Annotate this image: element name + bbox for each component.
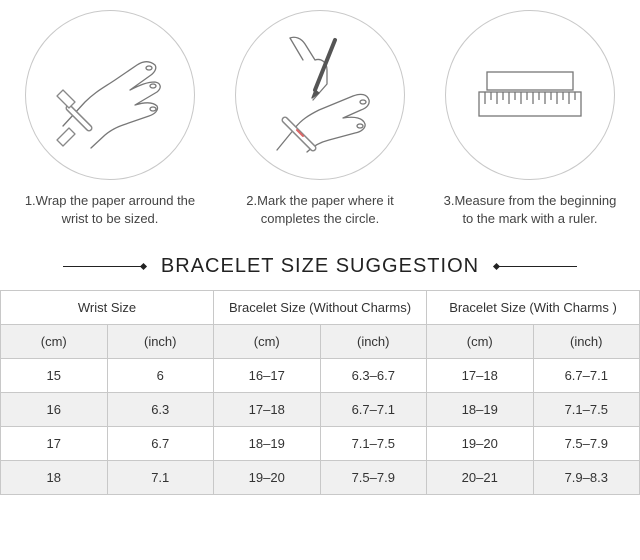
col-group-with: Bracelet Size (With Charms ) xyxy=(427,291,640,325)
steps-row: 1.Wrap the paper arround the wrist to be… xyxy=(0,0,640,233)
table-row: 18 7.1 19–20 7.5–7.9 20–21 7.9–8.3 xyxy=(1,461,640,495)
step-3: 3.Measure from the beginning to the mark… xyxy=(430,10,630,228)
cell: 6.7 xyxy=(107,427,214,461)
cell: 18 xyxy=(1,461,108,495)
cell: 6.7–7.1 xyxy=(320,393,427,427)
cell: 7.1 xyxy=(107,461,214,495)
cell: 19–20 xyxy=(427,427,534,461)
table-header-units: (cm) (inch) (cm) (inch) (cm) (inch) xyxy=(1,325,640,359)
section-title: BRACELET SIZE SUGGESTION xyxy=(161,255,479,278)
cell: 7.5–7.9 xyxy=(320,461,427,495)
ruler-icon xyxy=(465,30,595,160)
cell: 6 xyxy=(107,359,214,393)
cell: 7.9–8.3 xyxy=(533,461,640,495)
step-2-illustration xyxy=(235,10,405,180)
cell: 7.5–7.9 xyxy=(533,427,640,461)
cell: 20–21 xyxy=(427,461,534,495)
cell: 17–18 xyxy=(427,359,534,393)
cell: 18–19 xyxy=(427,393,534,427)
cell: 16–17 xyxy=(214,359,321,393)
cell: 6.3–6.7 xyxy=(320,359,427,393)
table-body: 15 6 16–17 6.3–6.7 17–18 6.7–7.1 16 6.3 … xyxy=(1,359,640,495)
unit-inch: (inch) xyxy=(107,325,214,359)
table-row: 16 6.3 17–18 6.7–7.1 18–19 7.1–7.5 xyxy=(1,393,640,427)
unit-inch: (inch) xyxy=(533,325,640,359)
col-group-without: Bracelet Size (Without Charms) xyxy=(214,291,427,325)
title-rule-right xyxy=(497,266,577,267)
unit-cm: (cm) xyxy=(1,325,108,359)
title-row: BRACELET SIZE SUGGESTION xyxy=(0,255,640,278)
cell: 7.1–7.5 xyxy=(533,393,640,427)
table-row: 15 6 16–17 6.3–6.7 17–18 6.7–7.1 xyxy=(1,359,640,393)
cell: 17 xyxy=(1,427,108,461)
step-1-illustration xyxy=(25,10,195,180)
step-1-caption: 1.Wrap the paper arround the wrist to be… xyxy=(10,192,210,228)
size-table: Wrist Size Bracelet Size (Without Charms… xyxy=(0,290,640,495)
step-1: 1.Wrap the paper arround the wrist to be… xyxy=(10,10,210,228)
cell: 16 xyxy=(1,393,108,427)
cell: 6.7–7.1 xyxy=(533,359,640,393)
table-row: 17 6.7 18–19 7.1–7.5 19–20 7.5–7.9 xyxy=(1,427,640,461)
step-3-caption: 3.Measure from the beginning to the mark… xyxy=(430,192,630,228)
unit-cm: (cm) xyxy=(214,325,321,359)
step-2: 2.Mark the paper where it completes the … xyxy=(220,10,420,228)
title-rule-left xyxy=(63,266,143,267)
step-2-caption: 2.Mark the paper where it completes the … xyxy=(220,192,420,228)
unit-cm: (cm) xyxy=(427,325,534,359)
step-3-illustration xyxy=(445,10,615,180)
cell: 15 xyxy=(1,359,108,393)
cell: 7.1–7.5 xyxy=(320,427,427,461)
cell: 18–19 xyxy=(214,427,321,461)
wrap-paper-icon xyxy=(45,30,175,160)
col-group-wrist: Wrist Size xyxy=(1,291,214,325)
cell: 6.3 xyxy=(107,393,214,427)
unit-inch: (inch) xyxy=(320,325,427,359)
cell: 19–20 xyxy=(214,461,321,495)
table-header-groups: Wrist Size Bracelet Size (Without Charms… xyxy=(1,291,640,325)
mark-paper-icon xyxy=(255,30,385,160)
cell: 17–18 xyxy=(214,393,321,427)
